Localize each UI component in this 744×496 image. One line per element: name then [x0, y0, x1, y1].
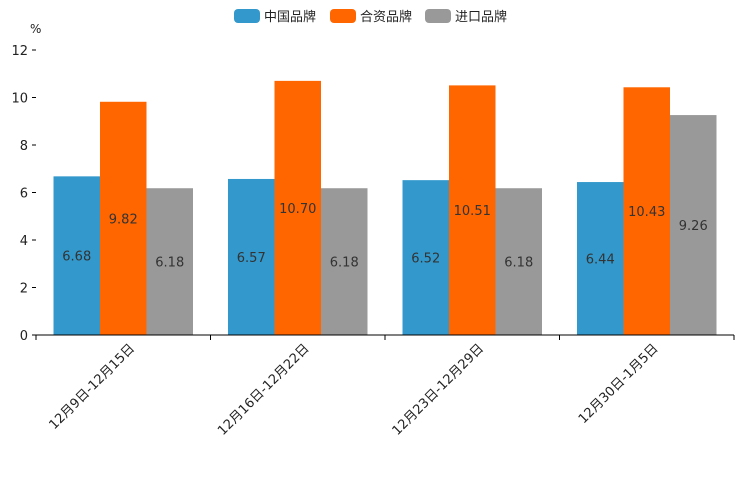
legend-swatch [330, 9, 356, 23]
y-tick-label: 8 [20, 139, 28, 154]
y-axis: 0 2 4 6 8 10 12 [11, 44, 36, 344]
data-label: 10.51 [454, 204, 491, 219]
data-label: 6.18 [330, 256, 359, 271]
legend-label: 合资品牌 [360, 9, 412, 25]
legend-label: 进口品牌 [455, 9, 507, 25]
y-tick-label: 0 [20, 329, 28, 344]
data-labels: 6.68 9.82 6.18 6.57 10.70 6.18 6.52 10.51 6.18 6.… [62, 202, 707, 271]
y-tick-label: 4 [20, 234, 28, 249]
data-label: 6.57 [237, 251, 266, 266]
data-label: 9.82 [109, 212, 138, 227]
y-tick-label: 6 [20, 187, 28, 202]
data-label: 6.68 [62, 250, 91, 265]
bar [495, 188, 542, 335]
bar [228, 178, 275, 335]
bar [146, 188, 193, 335]
data-label: 10.70 [279, 202, 316, 217]
bars [53, 80, 717, 336]
data-label: 9.26 [679, 219, 708, 234]
bar [577, 182, 624, 335]
bar [402, 180, 449, 335]
bar [449, 85, 496, 335]
legend-label: 中国品牌 [264, 9, 316, 25]
data-label: 6.18 [155, 256, 184, 271]
y-axis-unit-label: % [30, 22, 41, 36]
data-label: 6.18 [504, 256, 533, 271]
bar [100, 101, 147, 336]
x-tick-label: 12月16日-12月22日 [215, 341, 312, 438]
y-tick-label: 2 [20, 282, 28, 297]
data-label: 10.43 [628, 205, 665, 220]
bar [623, 87, 670, 335]
legend-swatch [234, 9, 260, 23]
bar [53, 176, 100, 335]
bar [274, 80, 321, 335]
bar [670, 115, 717, 335]
legend-swatch [425, 9, 451, 23]
bar [321, 188, 368, 335]
y-tick-label: 10 [11, 92, 28, 107]
data-label: 6.44 [586, 253, 615, 268]
x-tick-label: 12月30日-1月5日 [576, 341, 662, 427]
legend: 中国品牌 合资品牌 进口品牌 [234, 9, 507, 25]
x-axis: 12月9日-12月15日 12月16日-12月22日 12月23日-12月29日 12… [35, 335, 735, 439]
x-tick-label: 12月9日-12月15日 [46, 341, 138, 433]
y-tick-label: 12 [11, 44, 28, 59]
x-tick-label: 12月23日-12月29日 [390, 341, 487, 438]
data-label: 6.52 [411, 252, 440, 267]
